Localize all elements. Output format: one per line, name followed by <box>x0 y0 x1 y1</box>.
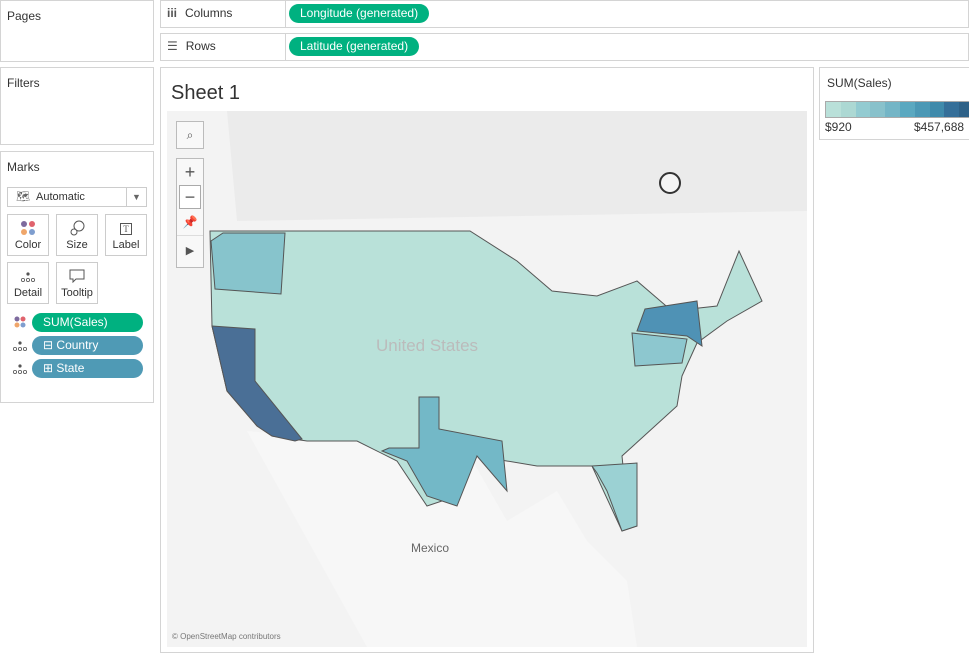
detail-dots-icon <box>12 363 28 378</box>
columns-shelf[interactable]: iii Columns Longitude (generated) <box>160 0 969 28</box>
tooltip-label: Tooltip <box>61 287 93 299</box>
legend-min: $920 <box>825 120 852 134</box>
rows-icon: ☰ <box>167 39 178 53</box>
expand-toolbar-button[interactable]: ▶ <box>177 235 203 265</box>
attribution: © OpenStreetMap contributors <box>172 632 281 641</box>
sheet-title: Sheet 1 <box>171 82 240 104</box>
pages-card[interactable]: Pages <box>0 0 154 62</box>
columns-icon: iii <box>167 6 178 20</box>
state-florida[interactable] <box>591 462 638 532</box>
label-t-icon: T <box>106 215 146 239</box>
legend-swatch <box>914 102 930 117</box>
label-label: Label <box>112 239 140 251</box>
search-icon: ⌕ <box>186 128 194 142</box>
rows-shelf[interactable]: ☰ Rows Latitude (generated) <box>160 33 969 61</box>
longitude-pill[interactable]: Longitude (generated) <box>289 4 430 23</box>
zoom-out-button[interactable]: − <box>179 185 201 209</box>
map[interactable]: United States Mexico © OpenStreetMap con… <box>167 111 807 647</box>
mouse-cursor-icon <box>659 172 681 194</box>
mark-type-dropdown[interactable]: 🗺 Automatic ▼ <box>7 187 147 207</box>
color-dots-icon <box>8 215 48 239</box>
expand-icon[interactable]: ⊞ <box>43 361 54 375</box>
filters-card[interactable]: Filters <box>0 67 154 145</box>
color-dots-icon <box>14 316 26 331</box>
detail-dots-icon <box>8 263 48 287</box>
filters-title: Filters <box>7 76 40 90</box>
color-label: Color <box>14 239 42 251</box>
detail-label: Detail <box>13 287 43 299</box>
columns-label: Columns <box>185 6 233 20</box>
state-detail-pill[interactable]: ⊞ State <box>32 359 143 378</box>
pill-label: SUM(Sales) <box>43 315 108 329</box>
detail-dots-icon <box>12 340 28 355</box>
map-search-button[interactable]: ⌕ <box>176 121 204 149</box>
pin-icon: 📌 <box>182 215 198 229</box>
legend-swatch <box>840 102 856 117</box>
sales-color-pill[interactable]: SUM(Sales) <box>32 313 143 332</box>
legend-swatch <box>870 102 886 117</box>
pin-button[interactable]: 📌 <box>177 209 203 235</box>
legend-swatch <box>944 102 960 117</box>
state-pennsylvania[interactable] <box>631 332 688 367</box>
mexico-label: Mexico <box>411 541 449 555</box>
pill-label: Country <box>56 338 99 352</box>
label-button[interactable]: T Label <box>105 214 147 256</box>
pages-title: Pages <box>7 9 42 23</box>
state-new-york[interactable] <box>636 300 703 348</box>
minus-icon: − <box>184 187 196 207</box>
legend-swatch <box>899 102 915 117</box>
play-arrow-icon: ▶ <box>185 245 195 257</box>
mexico-region <box>247 431 637 647</box>
legend-max: $457,688 <box>914 120 965 134</box>
canada-region <box>227 111 807 221</box>
color-button[interactable]: Color <box>7 214 49 256</box>
state-california[interactable] <box>211 325 303 442</box>
speech-bubble-icon <box>57 263 97 287</box>
world-map-icon: 🗺 <box>16 191 30 203</box>
country-label: United States <box>376 336 478 355</box>
chevron-down-icon: ▼ <box>126 188 146 206</box>
plus-icon: + <box>184 162 196 182</box>
collapse-icon[interactable]: ⊟ <box>43 338 54 352</box>
latitude-pill[interactable]: Latitude (generated) <box>289 37 420 56</box>
color-legend[interactable]: SUM(Sales) $920 $457,688 <box>819 67 969 140</box>
legend-swatch <box>885 102 900 117</box>
marks-title: Marks <box>7 160 40 174</box>
rows-label: Rows <box>185 39 216 53</box>
state-washington[interactable] <box>210 232 286 295</box>
size-label: Size <box>66 239 88 251</box>
mark-type-value: Automatic <box>36 191 85 203</box>
legend-color-ramp <box>825 101 969 118</box>
legend-swatch <box>855 102 871 117</box>
pill-label: Longitude (generated) <box>300 6 419 20</box>
legend-swatch <box>826 102 841 117</box>
legend-title: SUM(Sales) <box>827 76 892 90</box>
country-detail-pill[interactable]: ⊟ Country <box>32 336 143 355</box>
detail-button[interactable]: Detail <box>7 262 49 304</box>
zoom-in-button[interactable]: + <box>177 159 203 185</box>
pill-label: State <box>56 361 85 375</box>
size-circles-icon <box>57 215 97 239</box>
state-texas[interactable] <box>380 396 508 507</box>
size-button[interactable]: Size <box>56 214 98 256</box>
map-zoom-toolbar: + − 📌 ▶ <box>176 158 204 268</box>
tooltip-button[interactable]: Tooltip <box>56 262 98 304</box>
pill-label: Latitude (generated) <box>300 39 409 53</box>
legend-swatch <box>959 102 969 117</box>
legend-swatch <box>929 102 945 117</box>
